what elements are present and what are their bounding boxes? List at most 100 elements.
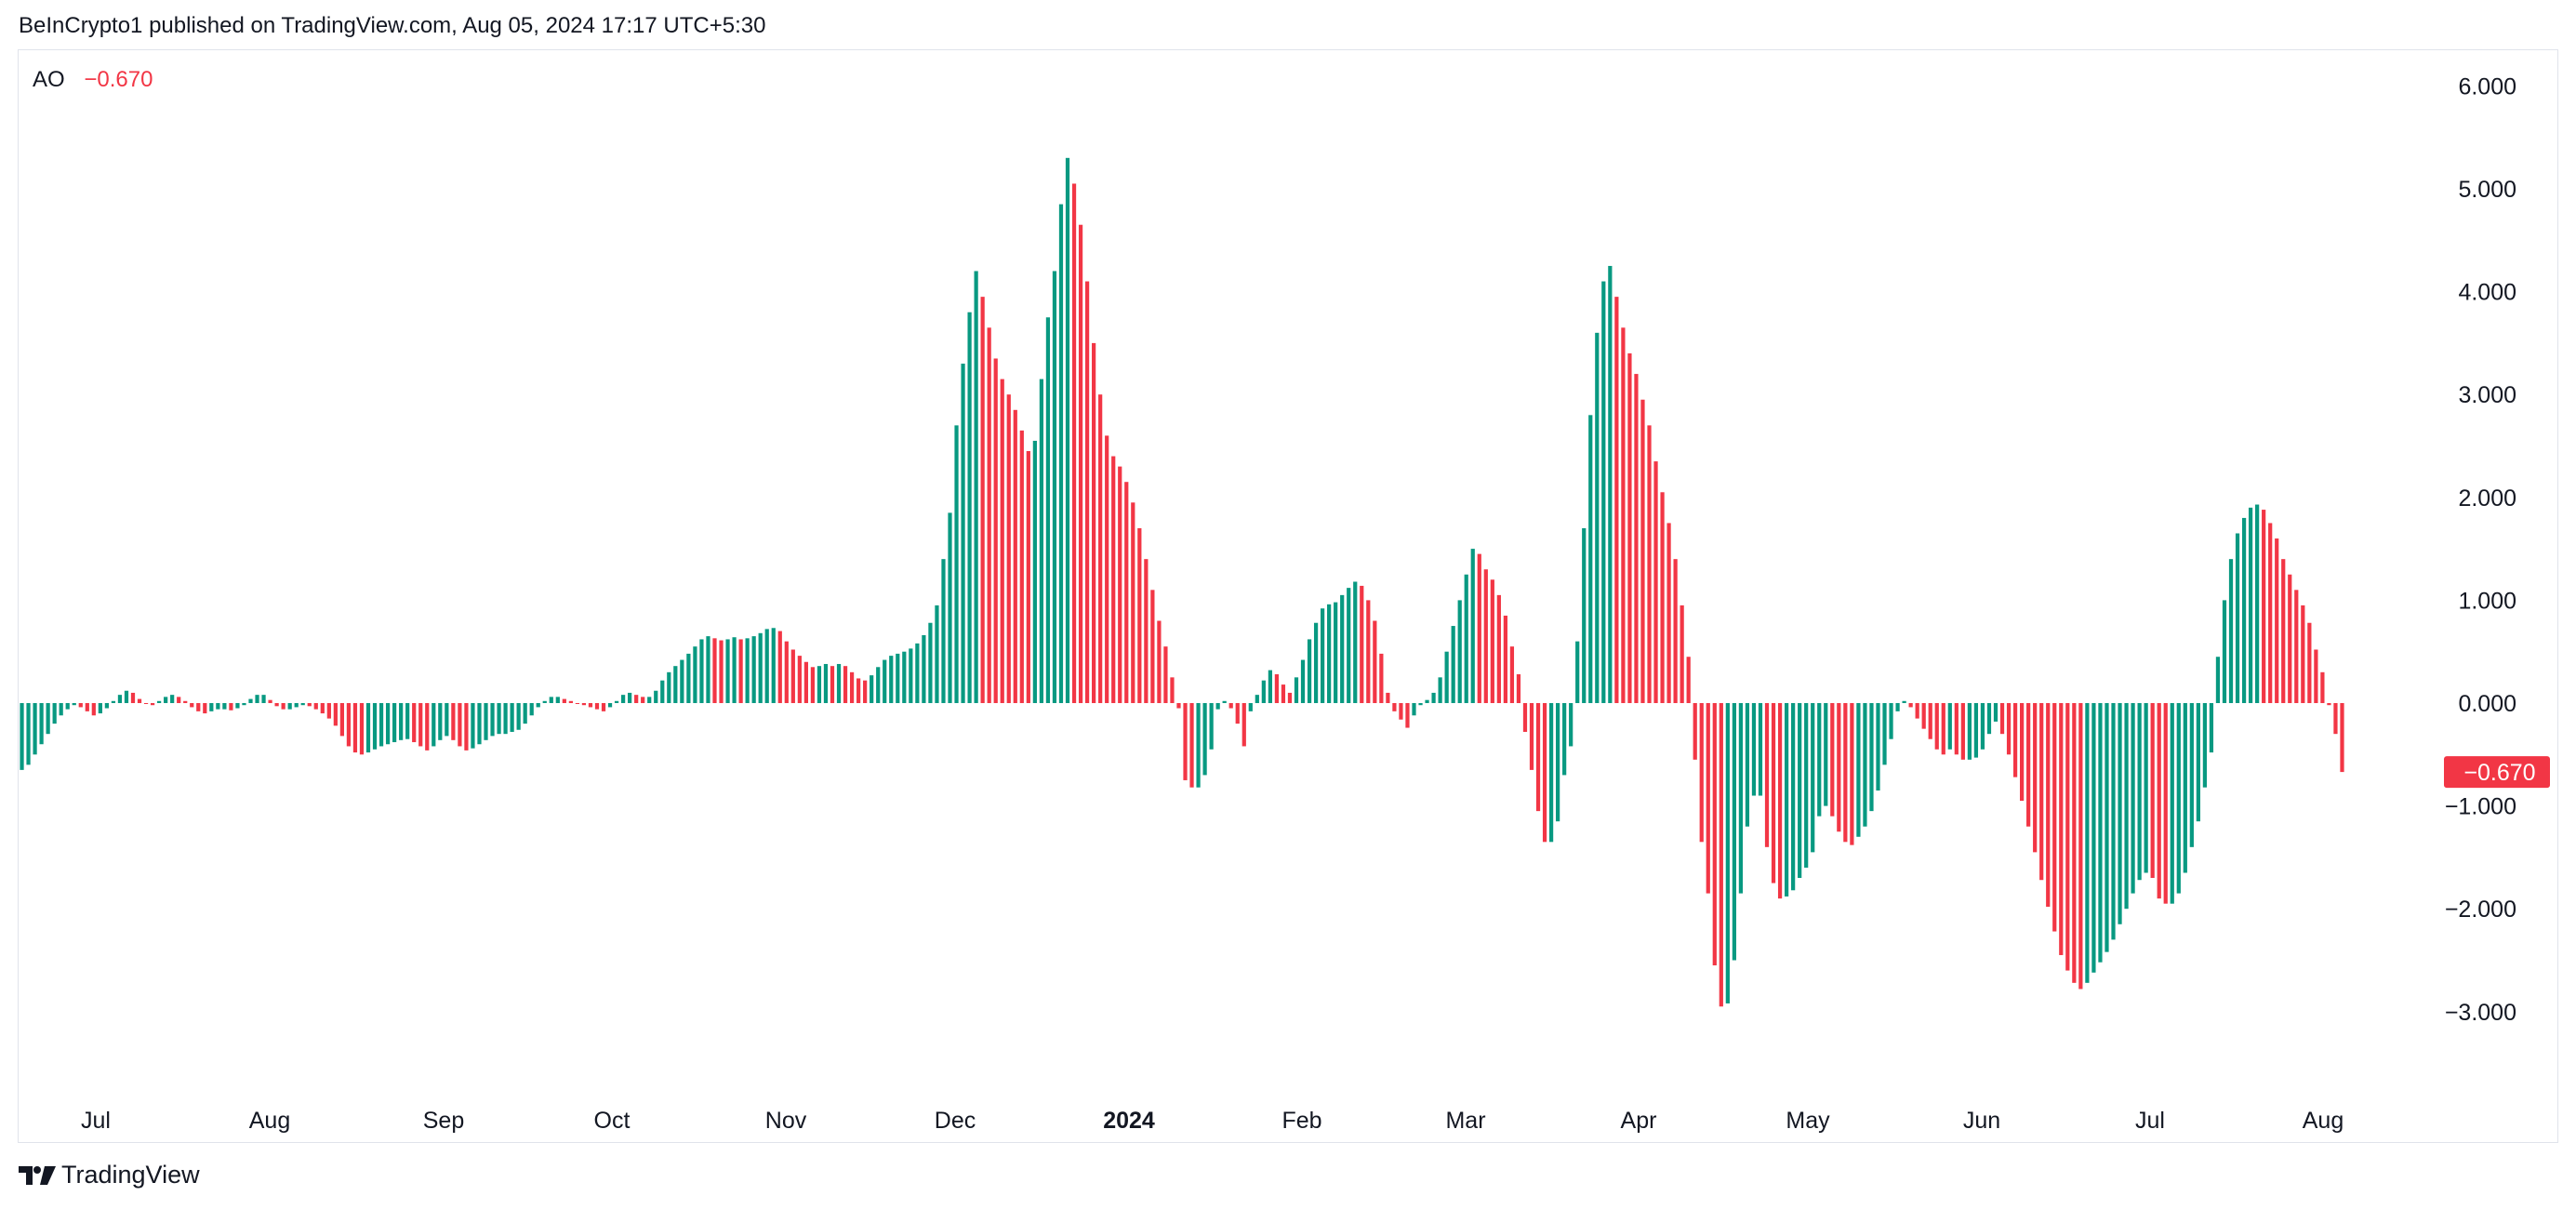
ao-bar (326, 703, 331, 719)
ao-bar (72, 703, 76, 706)
ao-bar (1902, 700, 1906, 703)
x-tick-label: Sep (423, 1108, 464, 1134)
ao-bar (1032, 440, 1037, 703)
ao-bar (1738, 703, 1744, 894)
ao-bar (2039, 703, 2044, 881)
ao-bar (1915, 703, 1919, 719)
ao-bar (1268, 670, 1272, 703)
ao-bar (209, 703, 214, 711)
indicator-legend[interactable]: AO −0.670 (33, 67, 153, 93)
ao-bar (1438, 677, 1442, 703)
ao-bar (1601, 281, 1606, 703)
ao-bar (229, 703, 233, 711)
ao-bar (2078, 703, 2083, 990)
ao-bar (281, 703, 285, 710)
x-tick-label: Dec (935, 1108, 976, 1134)
ao-bar (790, 649, 795, 703)
x-tick-label: Jul (2135, 1108, 2165, 1134)
ao-bar (2163, 703, 2168, 904)
ao-bar (177, 697, 181, 703)
ao-bar (261, 695, 266, 703)
ao-bar (2020, 703, 2025, 802)
ao-bar (248, 698, 253, 703)
ao-bar (432, 703, 436, 747)
ao-bar (2111, 703, 2116, 940)
x-tick-label: Apr (1621, 1108, 1657, 1134)
ao-bar (928, 622, 933, 703)
ao-bar (954, 425, 959, 703)
ao-bar (1209, 703, 1214, 750)
ao-bar (445, 703, 449, 737)
x-tick-label: 2024 (1103, 1108, 1155, 1134)
ao-bar (1065, 157, 1070, 703)
ao-bar (1183, 703, 1188, 780)
ao-bar (1019, 430, 1024, 703)
ao-bar (2209, 703, 2214, 753)
ao-bar (399, 703, 404, 740)
ao-bar (1163, 646, 1168, 703)
ao-bar (2222, 600, 2227, 703)
ao-bar (320, 703, 325, 714)
ao-bar (1863, 703, 1867, 827)
ao-bar (1431, 692, 1436, 703)
ao-bar (2124, 703, 2129, 910)
ao-bar (405, 703, 410, 739)
ao-bar (1092, 342, 1096, 703)
ao-bar (686, 653, 691, 703)
ao-bar (980, 297, 985, 703)
ao-bar (1215, 703, 1220, 710)
ao-bar (1360, 585, 1364, 703)
ao-bar (412, 703, 417, 743)
ao-bar (1189, 703, 1194, 788)
ao-bar (1666, 523, 1671, 703)
ao-bar (1470, 549, 1475, 703)
ao-bar (490, 703, 495, 737)
ao-bar (654, 690, 658, 703)
ao-bar (1334, 602, 1338, 703)
tradingview-footer[interactable]: TradingView (19, 1161, 200, 1189)
ao-bar (1457, 600, 1462, 703)
ao-bar (2333, 703, 2338, 735)
ao-bar (294, 703, 299, 708)
ao-bar (1386, 692, 1390, 703)
x-tick-label: Jul (81, 1108, 111, 1134)
ao-bar (1575, 641, 1580, 703)
ao-bar (1967, 703, 1972, 760)
ao-bar (1582, 527, 1587, 703)
y-tick-label: 1.000 (2458, 588, 2516, 614)
ao-bar (1647, 425, 1652, 703)
ao-bar (575, 703, 580, 704)
ao-bar (823, 663, 829, 703)
ao-bar (1013, 409, 1017, 703)
ao-bar (1124, 482, 1129, 703)
ao-bar (1111, 456, 1116, 703)
ao-bar (1045, 317, 1051, 703)
ao-bar (216, 703, 220, 710)
ao-bar (477, 703, 482, 745)
ao-bar (1764, 703, 1770, 847)
chart-panel[interactable] (18, 49, 2558, 1143)
ao-bar (124, 690, 129, 703)
y-tick-label: 6.000 (2458, 73, 2516, 100)
ao-bar (451, 703, 456, 740)
ao-bar (1118, 466, 1122, 703)
ao-bar (497, 703, 501, 735)
ao-bar (1248, 703, 1253, 711)
ao-bar (889, 656, 894, 703)
ao-bar (190, 703, 194, 708)
ao-bar (1078, 224, 1083, 703)
ao-bar (425, 703, 430, 751)
ao-bar (170, 695, 175, 703)
ao-bar (1327, 604, 1332, 703)
ao-bar (1719, 703, 1723, 1007)
ao-bar (2268, 523, 2273, 703)
ao-bar (2059, 703, 2064, 955)
ao-bar (1686, 657, 1691, 703)
ao-bar (948, 512, 952, 703)
ao-bar (385, 703, 391, 745)
ao-bar (2301, 604, 2305, 703)
x-tick-label: May (1786, 1108, 1830, 1134)
ao-bar (2235, 533, 2240, 703)
ao-bar (274, 703, 279, 707)
